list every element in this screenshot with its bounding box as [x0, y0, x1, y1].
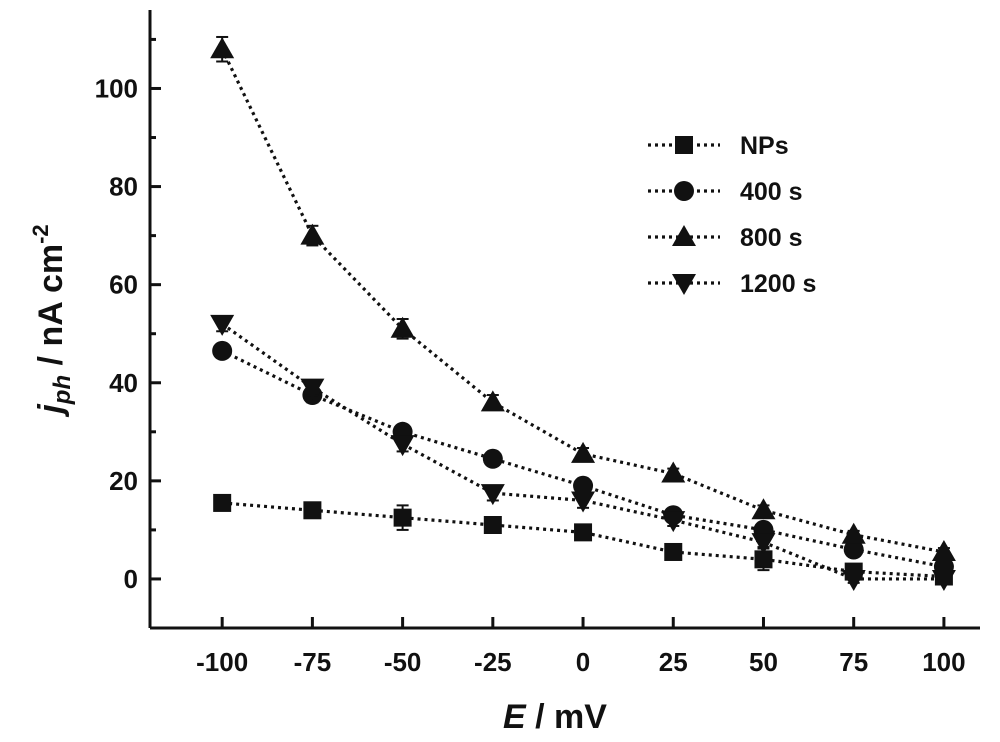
point-3-4	[571, 491, 596, 513]
point-3-2	[390, 435, 415, 457]
point-3-0	[210, 314, 235, 336]
series-line-3	[221, 322, 944, 581]
point-1-7	[843, 539, 864, 560]
x-tick-label-6: 50	[749, 647, 778, 677]
x-axis-title: E / mV	[503, 698, 607, 736]
point-1-4	[573, 475, 594, 496]
y-tick-label-3: 60	[109, 270, 138, 300]
x-tick-label-5: 25	[659, 647, 688, 677]
point-0-0	[213, 493, 232, 512]
series-layer	[210, 35, 956, 591]
axes	[148, 10, 980, 630]
point-2-8	[931, 539, 956, 561]
point-2-4	[571, 441, 596, 463]
legend-label-3: 1200 s	[740, 270, 816, 298]
legend-item-2: 800 s	[648, 224, 803, 252]
point-1-3	[482, 448, 503, 469]
y-tick-label-0: 0	[124, 564, 138, 594]
point-3-6	[751, 533, 776, 555]
y-tick-label-2: 40	[109, 368, 138, 398]
legend-marker-2	[672, 225, 696, 246]
x-axis-title-italic: E	[503, 698, 527, 736]
point-3-5	[661, 511, 686, 533]
y-tick-label-4: 80	[109, 172, 138, 202]
point-2-7	[841, 522, 866, 544]
legend-marker-0	[675, 136, 693, 154]
y-axis-title-sub: ph	[49, 375, 76, 405]
point-0-2	[393, 508, 412, 527]
point-2-3	[480, 390, 505, 412]
y-axis-title-italic: j	[32, 403, 70, 418]
x-tick-label-7: 75	[839, 647, 868, 677]
point-0-1	[303, 501, 322, 520]
legend-marker-1	[674, 181, 694, 201]
point-2-1	[300, 223, 325, 245]
legend-label-1: 400 s	[740, 178, 803, 206]
point-3-1	[300, 378, 325, 400]
y-axis-title: jph / nA cm-2	[28, 224, 76, 417]
point-2-0	[210, 37, 235, 59]
point-2-2	[390, 316, 415, 338]
legend-item-3: 1200 s	[648, 270, 816, 298]
x-tick-label-4: 0	[576, 647, 590, 677]
legend: NPs 400 s 800 s 1200 s	[648, 132, 816, 298]
point-0-5	[664, 542, 683, 561]
x-tick-label-1: -75	[294, 647, 332, 677]
point-2-5	[661, 461, 686, 483]
x-axis-title-rest: / mV	[526, 698, 608, 736]
point-3-7	[841, 569, 866, 591]
point-3-3	[480, 484, 505, 506]
x-tick-label-2: -50	[384, 647, 422, 677]
y-axis-title-rest: / nA cm	[32, 244, 70, 375]
x-tick-label-0: -100	[196, 647, 248, 677]
y-tick-label-1: 20	[109, 466, 138, 496]
legend-marker-3	[672, 274, 696, 295]
x-tick-label-3: -25	[474, 647, 512, 677]
x-tick-label-8: 100	[922, 647, 965, 677]
legend-label-0: NPs	[740, 132, 789, 160]
point-1-0	[212, 340, 233, 361]
legend-label-2: 800 s	[740, 224, 803, 252]
point-0-3	[483, 516, 502, 534]
y-tick-label-5: 100	[95, 73, 138, 103]
y-axis-title-sup: -2	[28, 224, 53, 244]
series-2	[210, 35, 956, 561]
ticks: 0 20 40 60 80 100 -100 -75 -50 -25 0 25 50 75 100	[95, 37, 966, 677]
point-3-8	[931, 569, 956, 591]
legend-item-1: 400 s	[648, 178, 803, 206]
point-0-6	[754, 550, 773, 569]
series-3	[210, 314, 956, 591]
legend-item-0: NPs	[648, 132, 789, 160]
point-2-6	[751, 498, 776, 520]
series-line-0	[222, 501, 944, 579]
point-0-4	[574, 523, 593, 542]
